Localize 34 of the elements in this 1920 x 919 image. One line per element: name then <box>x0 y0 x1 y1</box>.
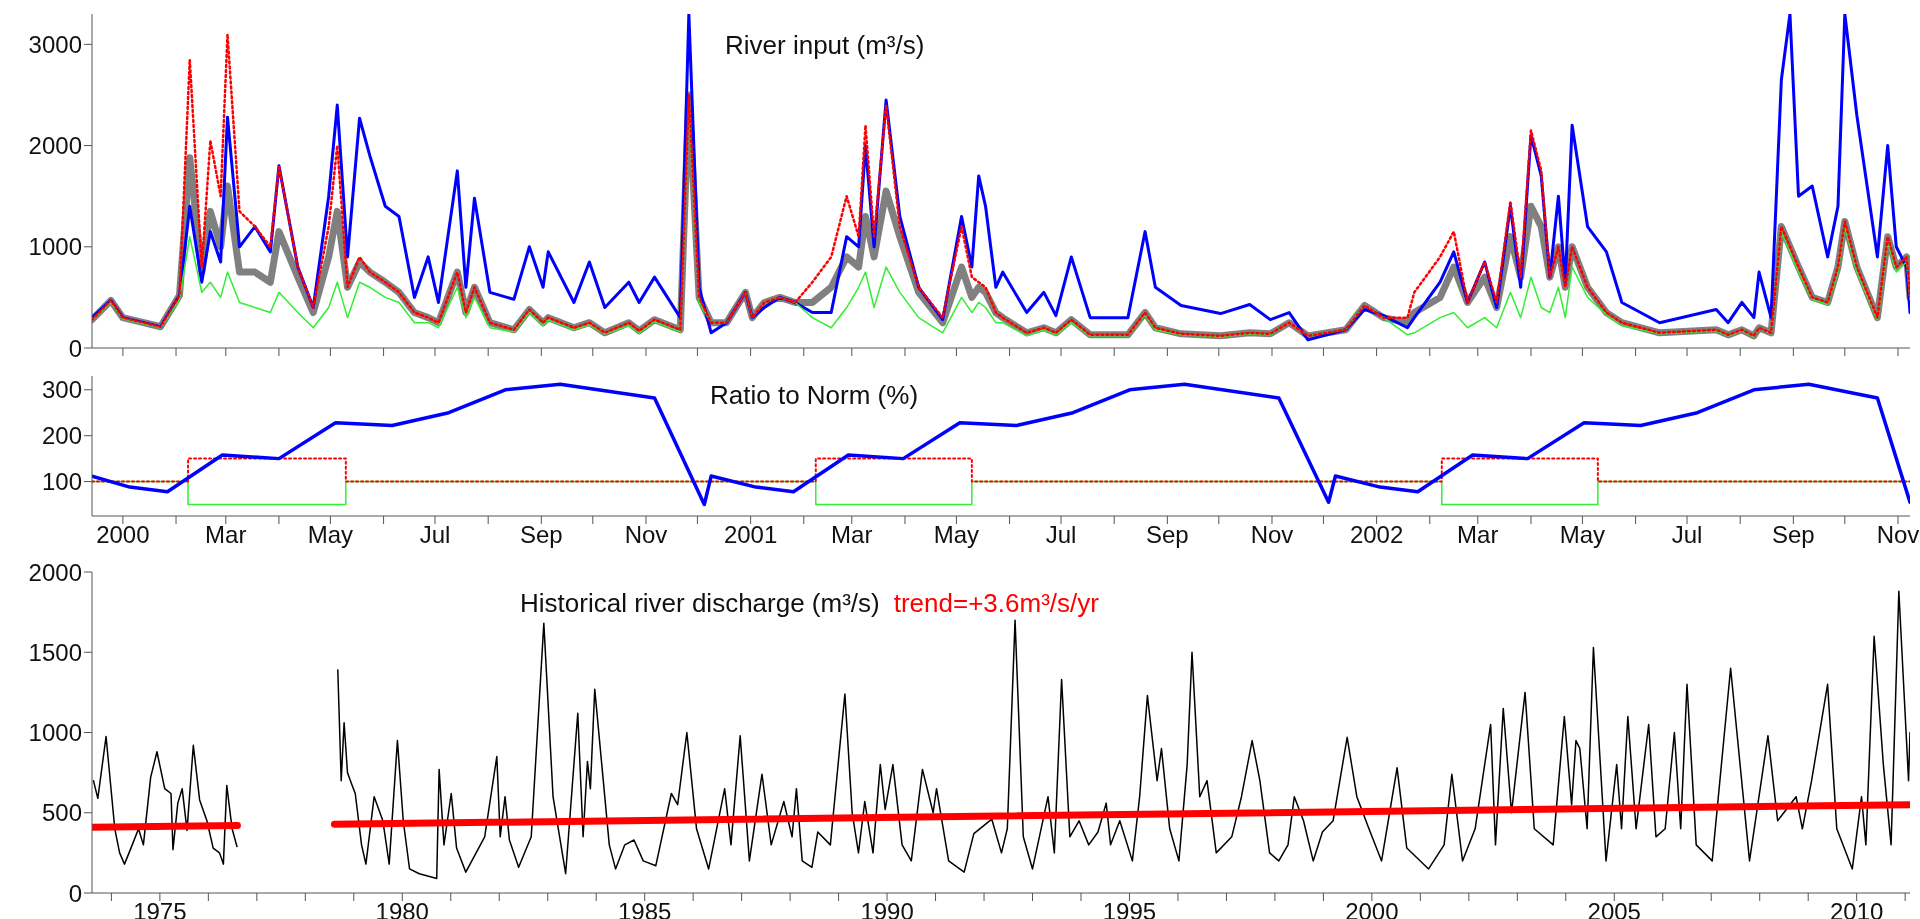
y-tick-label: 3000 <box>28 30 82 58</box>
x-tick-label: 2001 <box>723 521 778 549</box>
y-tick-label: 100 <box>41 468 82 496</box>
text: Historical river discharge (m³/s) <box>520 588 880 619</box>
x-tick-label: May <box>307 521 354 549</box>
x-tick-label: Mar <box>831 521 873 549</box>
chart-title: Ratio to Norm (%) <box>710 380 919 411</box>
text: River input (m³/s) <box>725 30 925 61</box>
x-tick-label: Jul <box>419 521 451 549</box>
y-tick-label: 1000 <box>28 719 82 747</box>
x-tick-label: Nov <box>1250 521 1294 549</box>
x-tick-label: 2002 <box>1349 521 1404 549</box>
y-tick-label: 2000 <box>28 132 82 160</box>
x-tick-label: Nov <box>1876 521 1920 549</box>
y-tick-label: 200 <box>41 422 82 450</box>
x-tick-label: Nov <box>624 521 668 549</box>
x-tick-label: Sep <box>1146 521 1189 549</box>
y-tick-label: 0 <box>68 879 82 907</box>
y-tick-label: 0 <box>68 334 82 362</box>
x-tick-label: Mar <box>205 521 247 549</box>
y-tick-label: 300 <box>41 376 82 404</box>
y-tick-label: 1000 <box>28 233 82 261</box>
y-tick-label: 500 <box>41 799 82 827</box>
y-tick-label: 1500 <box>28 638 82 666</box>
x-tick-label: Sep <box>1772 521 1815 549</box>
annotation: trend=+3.6m³/s/yr <box>893 588 1099 619</box>
x-tick-label: Jul <box>1671 521 1703 549</box>
y-tick-label: 2000 <box>28 558 82 586</box>
x-tick-label: Sep <box>520 521 563 549</box>
x-tick-label: Mar <box>1457 521 1499 549</box>
x-tick-label: Jul <box>1045 521 1077 549</box>
x-tick-label: 2000 <box>96 521 150 549</box>
x-tick-label: May <box>1559 521 1606 549</box>
x-tick-label: May <box>933 521 980 549</box>
